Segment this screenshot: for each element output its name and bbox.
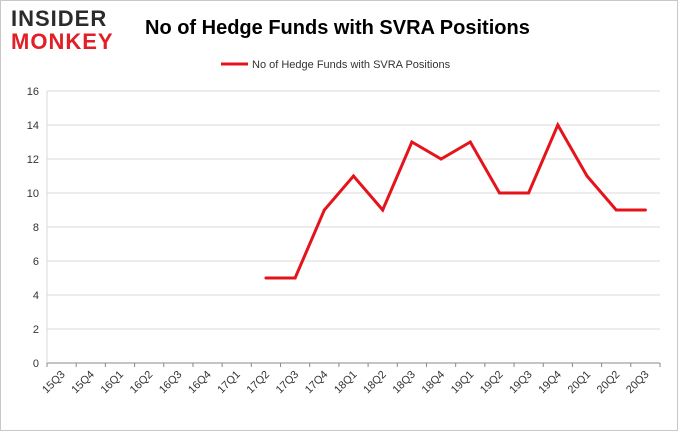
series-line-0: [265, 121, 646, 280]
data-point: [527, 191, 531, 195]
data-point: [352, 174, 355, 178]
y-tick-label: 2: [33, 324, 39, 336]
grid-lines: [46, 90, 660, 364]
chart-title: No of Hedge Funds with SVRA Positions: [145, 17, 530, 39]
x-tick-label: 15Q3: [40, 369, 68, 397]
x-tick-label: 18Q2: [361, 369, 389, 397]
data-point: [381, 208, 385, 212]
y-tick-label: 0: [33, 358, 39, 370]
x-tick-label: 17Q2: [245, 369, 273, 397]
data-point: [468, 140, 472, 144]
x-tick-label: 18Q3: [390, 369, 418, 397]
data-point: [322, 208, 326, 212]
x-tick-label: 16Q2: [128, 369, 156, 397]
insider-monkey-logo: INSIDER MONKEY: [11, 7, 127, 55]
y-tick-label: 8: [33, 222, 39, 234]
x-tick-label: 16Q1: [99, 369, 127, 397]
x-tick-label: 17Q4: [303, 369, 331, 397]
y-tick-label: 4: [33, 290, 39, 302]
legend: No of Hedge Funds with SVRA Positions: [221, 59, 451, 71]
x-tick-label: 16Q3: [157, 369, 185, 397]
data-point: [264, 276, 268, 280]
x-tick-label: 17Q1: [215, 369, 243, 397]
y-tick-label: 12: [27, 154, 39, 166]
logo-text-insider: INSIDER: [11, 6, 108, 31]
y-tick-label: 16: [27, 86, 39, 98]
x-tick-label: 20Q3: [624, 369, 652, 397]
y-tick-label: 10: [27, 188, 39, 200]
x-tick-label: 17Q3: [274, 369, 302, 397]
x-tick-label: 18Q1: [332, 369, 360, 397]
x-tick-label: 20Q2: [595, 369, 623, 397]
data-point: [585, 174, 589, 178]
y-axis-ticks: 0 2 4 6 8 10 12 14 16: [27, 86, 39, 370]
logo-text-monkey: MONKEY: [11, 29, 114, 54]
x-axis-ticks: 15Q3 15Q4 16Q1 16Q2 16Q3 16Q4 17Q1 17Q2 17Q3 17Q4…: [40, 363, 661, 397]
data-point: [293, 276, 297, 280]
x-tick-label: 16Q4: [186, 369, 214, 397]
x-tick-label: 15Q4: [69, 369, 97, 397]
legend-label: No of Hedge Funds with SVRA Positions: [252, 59, 451, 71]
data-point: [643, 208, 647, 212]
data-point: [439, 157, 443, 161]
y-tick-label: 14: [27, 120, 39, 132]
x-tick-label: 19Q3: [507, 369, 535, 397]
x-tick-label: 18Q4: [420, 369, 448, 397]
data-point: [556, 123, 560, 127]
x-tick-label: 19Q1: [449, 369, 477, 397]
y-tick-label: 6: [33, 256, 39, 268]
x-tick-label: 20Q1: [566, 369, 594, 397]
x-tick-label: 19Q2: [478, 369, 506, 397]
data-point: [410, 140, 414, 144]
series-group: [264, 121, 647, 280]
data-point: [614, 208, 618, 212]
data-point: [497, 191, 501, 195]
x-tick-label: 19Q4: [536, 369, 564, 397]
